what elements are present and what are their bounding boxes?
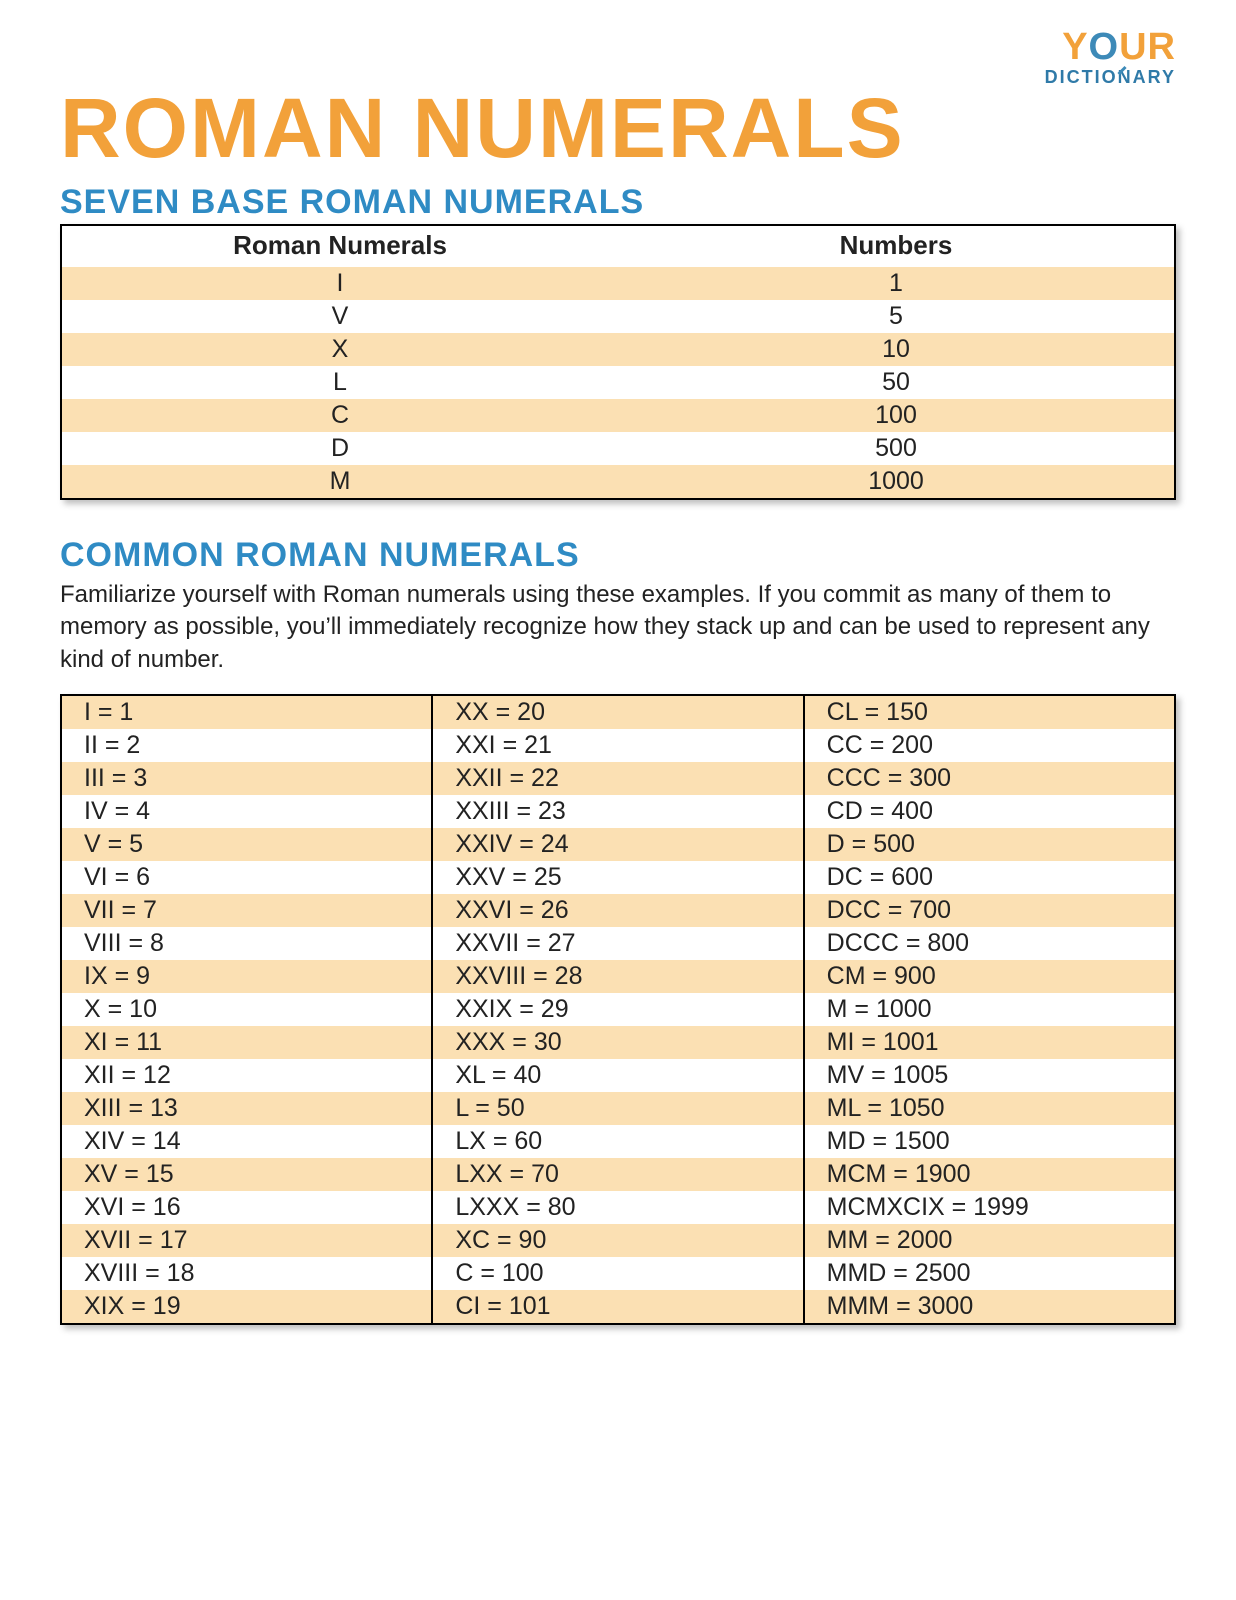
table-row: L50 [61,366,1175,399]
list-item: LXXX = 80 [433,1191,802,1224]
table-row: C100 [61,399,1175,432]
cell-roman: I [61,267,618,300]
table-row: M1000 [61,465,1175,499]
common-column-1: I = 1II = 2III = 3IV = 4V = 5VI = 6VII =… [62,696,433,1323]
list-item: VIII = 8 [62,927,431,960]
base-col-header-number: Numbers [618,225,1175,267]
list-item: DC = 600 [805,861,1174,894]
list-item: DCC = 700 [805,894,1174,927]
logo-subtext: DICTIONARY [1045,68,1176,86]
table-row: X10 [61,333,1175,366]
cell-roman: C [61,399,618,432]
list-item: III = 3 [62,762,431,795]
table-row: I1 [61,267,1175,300]
list-item: CM = 900 [805,960,1174,993]
list-item: IV = 4 [62,795,431,828]
list-item: MI = 1001 [805,1026,1174,1059]
cell-roman: M [61,465,618,499]
list-item: X = 10 [62,993,431,1026]
cell-number: 10 [618,333,1175,366]
list-item: CI = 101 [433,1290,802,1323]
brand-logo: YOUR DICTIONARY [1045,28,1176,86]
list-item: XIX = 19 [62,1290,431,1323]
list-item: L = 50 [433,1092,802,1125]
list-item: XXIX = 29 [433,993,802,1026]
list-item: IX = 9 [62,960,431,993]
list-item: ML = 1050 [805,1092,1174,1125]
cell-number: 5 [618,300,1175,333]
list-item: XXI = 21 [433,729,802,762]
list-item: D = 500 [805,828,1174,861]
list-item: VI = 6 [62,861,431,894]
logo-letters-ur: UR [1119,26,1176,68]
list-item: CD = 400 [805,795,1174,828]
page-title: ROMAN NUMERALS [60,80,1176,177]
list-item: VII = 7 [62,894,431,927]
list-item: XVI = 16 [62,1191,431,1224]
list-item: MMD = 2500 [805,1257,1174,1290]
list-item: XVII = 17 [62,1224,431,1257]
list-item: XIII = 13 [62,1092,431,1125]
list-item: XL = 40 [433,1059,802,1092]
list-item: XXVII = 27 [433,927,802,960]
list-item: MMM = 3000 [805,1290,1174,1323]
list-item: XV = 15 [62,1158,431,1191]
cell-roman: L [61,366,618,399]
section-intro: Familiarize yourself with Roman numerals… [60,579,1176,676]
base-col-header-roman: Roman Numerals [61,225,618,267]
list-item: XXII = 22 [433,762,802,795]
common-column-3: CL = 150CC = 200CCC = 300CD = 400D = 500… [805,696,1174,1323]
cell-roman: D [61,432,618,465]
logo-top: YOUR [1045,28,1176,66]
section-heading-base: SEVEN BASE ROMAN NUMERALS [60,183,1176,222]
cell-roman: V [61,300,618,333]
common-numerals-table: I = 1II = 2III = 3IV = 4V = 5VI = 6VII =… [60,694,1176,1325]
list-item: XIV = 14 [62,1125,431,1158]
list-item: XX = 20 [433,696,802,729]
list-item: V = 5 [62,828,431,861]
list-item: CC = 200 [805,729,1174,762]
cell-number: 1000 [618,465,1175,499]
list-item: LXX = 70 [433,1158,802,1191]
list-item: XC = 90 [433,1224,802,1257]
table-row: D500 [61,432,1175,465]
cell-number: 500 [618,432,1175,465]
list-item: I = 1 [62,696,431,729]
list-item: MCMXCIX = 1999 [805,1191,1174,1224]
logo-letter-o-magnifier-icon: O [1089,28,1120,66]
list-item: C = 100 [433,1257,802,1290]
section-heading-common: COMMON ROMAN NUMERALS [60,536,1176,575]
list-item: XVIII = 18 [62,1257,431,1290]
base-numerals-table: Roman Numerals Numbers I1V5X10L50C100D50… [60,224,1176,500]
table-row: V5 [61,300,1175,333]
list-item: CL = 150 [805,696,1174,729]
cell-roman: X [61,333,618,366]
list-item: MM = 2000 [805,1224,1174,1257]
list-item: II = 2 [62,729,431,762]
cell-number: 1 [618,267,1175,300]
list-item: MV = 1005 [805,1059,1174,1092]
list-item: DCCC = 800 [805,927,1174,960]
list-item: XXVIII = 28 [433,960,802,993]
list-item: XXV = 25 [433,861,802,894]
list-item: MD = 1500 [805,1125,1174,1158]
list-item: XXIV = 24 [433,828,802,861]
logo-letter-y: Y [1062,26,1088,68]
list-item: LX = 60 [433,1125,802,1158]
list-item: XI = 11 [62,1026,431,1059]
list-item: XXX = 30 [433,1026,802,1059]
list-item: CCC = 300 [805,762,1174,795]
list-item: MCM = 1900 [805,1158,1174,1191]
list-item: XXIII = 23 [433,795,802,828]
list-item: XXVI = 26 [433,894,802,927]
cell-number: 100 [618,399,1175,432]
list-item: XII = 12 [62,1059,431,1092]
list-item: M = 1000 [805,993,1174,1026]
cell-number: 50 [618,366,1175,399]
common-column-2: XX = 20XXI = 21XXII = 22XXIII = 23XXIV =… [433,696,804,1323]
